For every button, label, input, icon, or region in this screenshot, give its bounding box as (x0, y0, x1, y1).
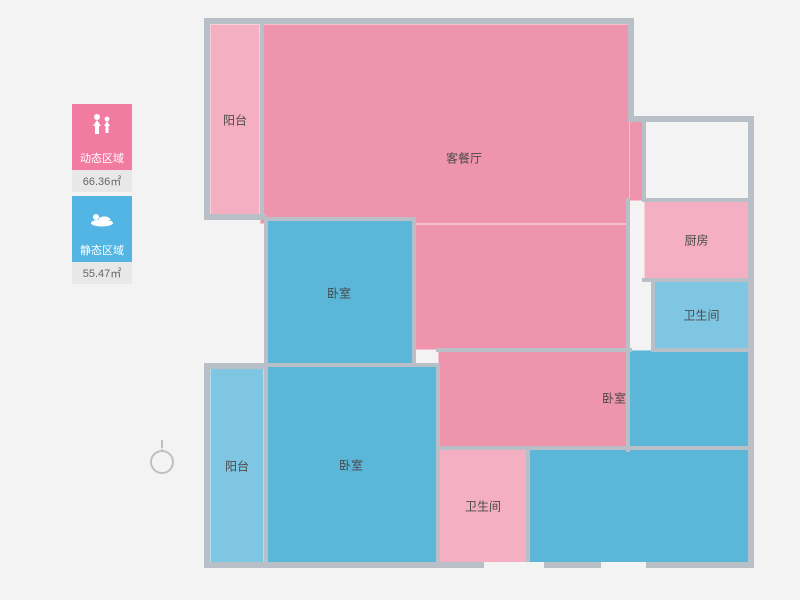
door-gap (601, 562, 646, 568)
outer-wall (204, 562, 754, 568)
legend-static-iconwrap: 静态区域 (72, 196, 132, 262)
label-bedroom-1: 卧室 (327, 285, 351, 302)
legend-static-title: 静态区域 (72, 238, 132, 262)
outer-wall (204, 363, 268, 369)
inner-wall (651, 280, 655, 350)
inner-wall (626, 198, 630, 452)
sleep-icon (81, 196, 123, 238)
legend-dynamic-value: 66.36㎡ (72, 170, 132, 192)
legend-static: 静态区域 55.47㎡ (72, 196, 132, 284)
outer-wall (204, 363, 210, 568)
room-living-ext (414, 224, 630, 350)
inner-wall (412, 217, 416, 367)
outer-wall (628, 18, 634, 122)
inner-wall (264, 363, 268, 565)
inner-wall (651, 348, 751, 352)
label-bedroom-3: 卧室 (602, 390, 626, 407)
inner-wall (260, 24, 264, 220)
inner-wall (436, 348, 632, 352)
inner-wall (264, 217, 268, 367)
inner-wall (436, 363, 440, 565)
inner-wall (264, 217, 416, 221)
inner-wall (526, 446, 752, 450)
label-bedroom-2: 卧室 (339, 457, 363, 474)
label-bath-1: 卫生间 (465, 498, 501, 515)
outer-wall (204, 214, 266, 220)
label-balcony-1: 阳台 (223, 112, 247, 129)
compass-icon (144, 450, 180, 500)
legend-dynamic: 动态区域 66.36㎡ (72, 104, 132, 192)
label-balcony-2: 阳台 (225, 458, 249, 475)
outer-wall (204, 18, 634, 24)
legend-dynamic-iconwrap: 动态区域 (72, 104, 132, 170)
room-bed3-top (628, 350, 750, 448)
inner-wall (642, 122, 646, 200)
inner-wall (642, 278, 752, 282)
inner-wall (436, 446, 530, 450)
legend-dynamic-title: 动态区域 (72, 146, 132, 170)
people-icon (81, 104, 123, 146)
label-living: 客餐厅 (446, 150, 482, 167)
outer-wall (748, 116, 754, 568)
outer-wall (204, 18, 210, 220)
door-gap (484, 562, 544, 568)
legend-static-value: 55.47㎡ (72, 262, 132, 284)
label-kitchen: 厨房 (684, 231, 708, 248)
canvas: 动态区域 66.36㎡ 静态区域 55.47㎡ 阳台客餐厅厨房卧室阳台卧室卫生间… (0, 0, 800, 600)
inner-wall (526, 446, 530, 564)
floorplan: 阳台客餐厅厨房卧室阳台卧室卫生间卫生间卧室 (204, 18, 764, 578)
room-corridor (438, 350, 628, 448)
inner-wall (642, 198, 752, 202)
room-living (260, 24, 630, 224)
outer-wall (628, 116, 754, 122)
label-bath-2: 卫生间 (683, 307, 719, 324)
inner-wall (264, 363, 440, 367)
room-bedroom-3 (528, 448, 750, 564)
